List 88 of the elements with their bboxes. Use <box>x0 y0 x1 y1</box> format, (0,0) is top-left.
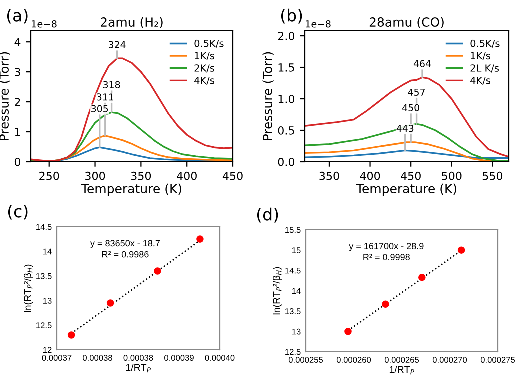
point <box>68 332 76 339</box>
x-tick-label: 400 <box>360 172 380 180</box>
x-tick-label: 250 <box>40 172 60 180</box>
annotation: 457 <box>408 88 425 96</box>
x-tick-label: 0.000265 <box>384 357 420 363</box>
legend-label: 1K/s <box>471 52 490 60</box>
x-tick-label: 500 <box>442 172 462 180</box>
text: (d) <box>257 208 278 223</box>
y-tick-label: 13.5 <box>36 273 52 280</box>
x-tick-label: 0.00039 <box>164 355 194 361</box>
x-tick-label: 550 <box>482 172 503 180</box>
y-tick-label: 14.5 <box>286 268 301 274</box>
text: (c) <box>8 204 28 220</box>
legend-label: 2L K/s <box>470 64 500 73</box>
line-series <box>305 76 509 158</box>
point <box>382 300 390 308</box>
x-tick-label: 0.00040 <box>205 355 235 361</box>
annotation: 324 <box>109 41 126 48</box>
annotation: R² = 0.9986 <box>102 251 149 258</box>
x-tick-label: 0.000270 <box>432 357 468 363</box>
y-tick-label: 2 <box>15 98 20 106</box>
y-tick-label: 13 <box>292 328 301 335</box>
x-tick-label: 0.00037 <box>42 355 72 361</box>
y-tick-label: 15.5 <box>286 227 301 234</box>
line-series <box>305 150 509 160</box>
y-tick-label: 14 <box>292 288 301 294</box>
text: 1e−8 <box>306 20 331 28</box>
x-tick-label: 450 <box>401 172 421 180</box>
y-tick-label: 0 <box>14 158 21 166</box>
x-tick-label: 0.000275 <box>480 357 516 363</box>
y-tick-label: 1.0 <box>278 94 295 104</box>
legend-label: 2K/s <box>194 64 214 73</box>
y-tick-label: 3 <box>15 68 20 76</box>
x-tick-label: 0.000260 <box>336 357 372 363</box>
x-tick-label: 350 <box>320 172 340 180</box>
text: 1e−8 <box>32 20 57 28</box>
annotation: y = 83650x - 18.7 <box>90 240 160 248</box>
y-axis-title: ln(RT$_{P}$²/β$_{H}$) <box>24 264 34 312</box>
legend-label: 0.5K/s <box>470 40 500 48</box>
legend-label: 4K/s <box>194 77 214 86</box>
chart-title: 2amu (H₂) <box>100 17 163 28</box>
x-tick-label: 300 <box>86 172 106 180</box>
y-tick-label: 4 <box>14 38 21 46</box>
annotation: 311 <box>97 94 114 101</box>
x-tick-label: 350 <box>131 172 152 180</box>
x-tick-label: 0.00038 <box>124 355 154 361</box>
x-tick-label: 0.000255 <box>288 357 324 363</box>
point <box>106 300 114 307</box>
y-tick-label: 2.0 <box>278 32 295 40</box>
legend-label: 1K/s <box>195 52 214 60</box>
x-axis-title: 1/RT$_{P}$ <box>126 364 151 373</box>
x-tick-label: 0.00038 <box>83 355 112 361</box>
point <box>196 236 204 243</box>
point <box>344 328 352 336</box>
annotation: y = 161700x - 28.9 <box>349 243 424 252</box>
legend-label: 4K/s <box>470 77 490 86</box>
annotation: 305 <box>92 105 108 112</box>
y-axis-title: Pressure (Torr) <box>262 52 274 140</box>
legend-label: 0.5K/s <box>194 40 224 48</box>
point <box>458 246 466 254</box>
y-tick-label: 12 <box>44 347 52 354</box>
x-axis-title: 1/RT$_{P}$ <box>390 366 414 375</box>
chart-title: 28amu (CO) <box>370 17 444 28</box>
y-tick-label: 14.5 <box>36 224 52 230</box>
y-tick-label: 13 <box>44 298 52 304</box>
text: (a) <box>7 8 28 24</box>
y-tick-label: 0.0 <box>278 158 295 166</box>
y-axis-title: ln(RT$_{P}$²/β$_{H}$) <box>273 267 282 315</box>
y-tick-label: 13.5 <box>286 308 301 314</box>
point <box>154 268 162 275</box>
y-tick-label: 15 <box>292 248 301 254</box>
x-tick-label: 450 <box>222 172 243 180</box>
y-tick-label: 14 <box>44 248 52 255</box>
point <box>418 274 426 282</box>
y-tick-label: 0.5 <box>278 126 294 135</box>
y-tick-label: 12.5 <box>286 349 301 356</box>
annotation: R² = 0.9998 <box>364 254 410 260</box>
y-tick-label: 1 <box>15 128 20 136</box>
y-tick-label: 12.5 <box>36 322 52 328</box>
annotation: 464 <box>414 60 431 68</box>
annotation: 443 <box>396 125 414 132</box>
y-tick-label: 1.5 <box>278 64 294 72</box>
x-axis-title: Temperature (K) <box>356 184 456 196</box>
annotation: 450 <box>402 104 420 112</box>
text: (b) <box>281 8 302 24</box>
x-axis-title: Temperature (K) <box>81 184 182 196</box>
annotation: 318 <box>104 81 120 88</box>
x-tick-label: 400 <box>177 172 197 180</box>
